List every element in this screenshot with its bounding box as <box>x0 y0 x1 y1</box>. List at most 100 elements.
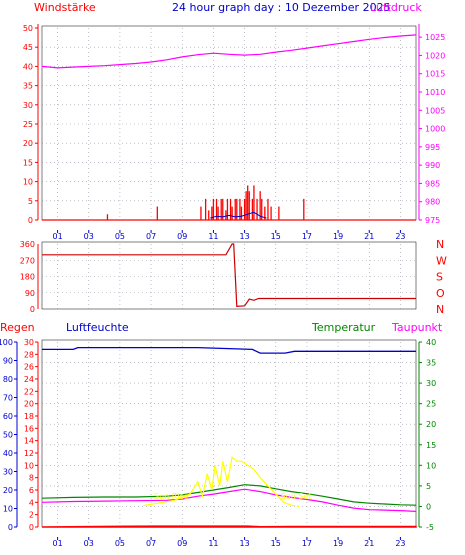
temperature-tick-label: 30 <box>426 379 436 388</box>
right-tick-label: 1005 <box>425 106 445 115</box>
left-tick-label: 40 <box>23 62 33 71</box>
left-tick-label: 35 <box>23 82 33 91</box>
compass-label: O <box>436 287 445 300</box>
humidity-tick-label: 60 <box>3 412 13 421</box>
x-tick-label: 05 <box>115 539 125 548</box>
x-tick-label: 09 <box>177 232 187 241</box>
right-tick-label: 1000 <box>425 125 445 134</box>
left-tick-label: 15 <box>23 158 33 167</box>
direction-tick-label: 90 <box>25 289 35 298</box>
temperature-tick-label: -5 <box>426 523 434 532</box>
wind-direction-line <box>42 244 416 306</box>
rain-tick-label: 6 <box>29 486 34 495</box>
x-tick-label: 09 <box>177 539 187 548</box>
rain-tick-label: 4 <box>29 498 34 507</box>
x-tick-label: 07 <box>146 539 156 548</box>
x-tick-label: 07 <box>146 232 156 241</box>
left-tick-label: 0 <box>28 216 33 225</box>
left-tick-label: 30 <box>23 101 33 110</box>
panel-frame <box>42 26 416 220</box>
x-tick-label: 01 <box>52 539 62 548</box>
x-tick-label: 23 <box>395 539 405 548</box>
sun-event-label: Sun Set <box>281 492 312 501</box>
right-tick-label: 1025 <box>425 33 445 42</box>
rain-tick-label: 28 <box>24 350 34 359</box>
compass-label: N <box>436 238 444 251</box>
humidity-tick-label: 20 <box>3 486 13 495</box>
right-tick-label: 1010 <box>425 88 445 97</box>
x-tick-label: 11 <box>208 232 218 241</box>
humidity-tick-label: 10 <box>3 505 13 514</box>
pressure-line <box>42 35 416 68</box>
temperature-tick-label: 40 <box>426 338 436 347</box>
x-tick-label: 03 <box>84 539 94 548</box>
x-tick-label: 03 <box>84 232 94 241</box>
rain-tick-label: 20 <box>24 400 34 409</box>
temperatur-label: Temperatur <box>311 321 376 334</box>
rain-tick-label: 30 <box>24 338 34 347</box>
compass-label: S <box>436 271 443 284</box>
windstaerke-title: Windstärke <box>34 1 96 14</box>
direction-tick-label: 0 <box>30 305 35 314</box>
humidity-tick-label: 40 <box>3 449 13 458</box>
humidity-tick-label: 70 <box>3 394 13 403</box>
temperature-tick-label: 0 <box>426 502 431 511</box>
left-tick-label: 20 <box>23 139 33 148</box>
x-tick-label: 17 <box>302 539 312 548</box>
x-tick-label: 23 <box>395 232 405 241</box>
direction-tick-label: 270 <box>20 256 35 265</box>
humidity-tick-label: 80 <box>3 375 13 384</box>
x-tick-label: 21 <box>364 232 374 241</box>
humidity-tick-label: 30 <box>3 468 13 477</box>
rain-tick-label: 18 <box>24 412 34 421</box>
direction-tick-label: 360 <box>20 240 35 249</box>
compass-label: N <box>436 303 444 316</box>
rain-tick-label: 12 <box>24 449 34 458</box>
temperature-tick-label: 10 <box>426 461 436 470</box>
x-tick-label: 19 <box>333 539 343 548</box>
direction-tick-label: 180 <box>20 273 35 282</box>
x-tick-label: 01 <box>52 232 62 241</box>
taupunkt-label: Taupunkt <box>391 321 443 334</box>
humidity-tick-label: 50 <box>3 431 13 440</box>
compass-label: W <box>436 254 447 267</box>
right-tick-label: 1015 <box>425 70 445 79</box>
right-tick-label: 985 <box>425 179 440 188</box>
regen-label: Regen <box>0 321 35 334</box>
humidity-tick-label: 90 <box>3 357 13 366</box>
left-tick-label: 45 <box>23 43 33 52</box>
rain-tick-label: 0 <box>29 523 34 532</box>
right-tick-label: 980 <box>425 198 440 207</box>
rain-tick-label: 8 <box>29 474 34 483</box>
humidity-line <box>42 348 416 354</box>
rain-tick-label: 10 <box>24 461 34 470</box>
wind-pressure-panel: 0510152025303540455097598098599099510001… <box>23 24 446 241</box>
x-tick-label: 17 <box>302 232 312 241</box>
temperature-line <box>42 485 416 506</box>
humidity-tick-label: 0 <box>8 523 13 532</box>
luftdruck-title: Luftdruck <box>370 1 422 14</box>
x-tick-label: 19 <box>333 232 343 241</box>
rain-tick-label: 16 <box>24 424 34 433</box>
temperature-tick-label: 25 <box>426 400 436 409</box>
rain-tick-label: 14 <box>24 437 34 446</box>
temperature-tick-label: 15 <box>426 441 436 450</box>
temperature-tick-label: 5 <box>426 482 431 491</box>
x-tick-label: 05 <box>115 232 125 241</box>
climate-panel: 0102030405060708090100024681012141618202… <box>0 338 436 548</box>
left-tick-label: 10 <box>23 178 33 187</box>
right-tick-label: 1020 <box>425 51 445 60</box>
temperature-tick-label: 35 <box>426 359 436 368</box>
rain-tick-label: 22 <box>24 387 34 396</box>
right-tick-label: 995 <box>425 143 440 152</box>
x-tick-label: 11 <box>208 539 218 548</box>
dewpoint-line <box>42 489 416 511</box>
x-tick-label: 13 <box>239 539 249 548</box>
sun-event-label: Sun Rise <box>154 492 189 501</box>
humidity-tick-label: 100 <box>0 338 13 347</box>
x-tick-label: 15 <box>271 539 281 548</box>
x-tick-label: 15 <box>271 232 281 241</box>
x-tick-label: 13 <box>239 232 249 241</box>
temperature-tick-label: 20 <box>426 420 436 429</box>
